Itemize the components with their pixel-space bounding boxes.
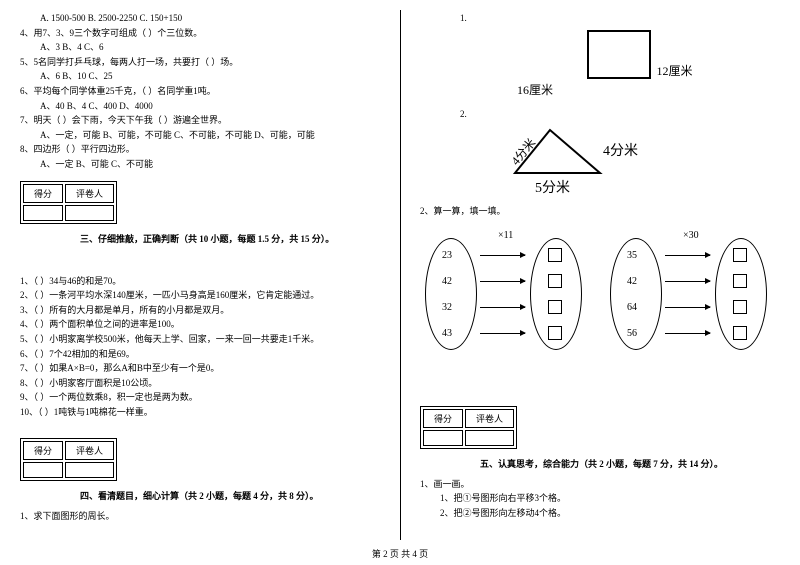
- judge-3: 3、（ ）所有的大月都是单月，所有的小月都是双月。: [20, 304, 380, 317]
- g1-n3: 32: [442, 302, 452, 313]
- section-3-title: 三、仔细推敲，正确判断（共 10 小题，每题 1.5 分，共 15 分）。: [80, 232, 380, 245]
- score-box-3: 得分评卷人: [20, 181, 117, 224]
- fig2-num: 2.: [420, 108, 780, 121]
- page-footer: 第 2 页 共 4 页: [0, 547, 800, 560]
- score-label: 得分: [423, 409, 463, 428]
- judge-7: 7、（ ）如果A×B=0，那么A和B中至少有一个是0。: [20, 362, 380, 375]
- mult-2: ×30: [683, 230, 699, 241]
- q3-options: A. 1500-500 B. 2500-2250 C. 150+150: [20, 12, 380, 25]
- g1-n2: 42: [442, 276, 452, 287]
- rectangle-figure: 12厘米 16厘米: [500, 30, 780, 98]
- grader-label: 评卷人: [465, 409, 514, 428]
- mapping-diagram: 23 42 32 43 ×11 35 42 64 56 ×30: [420, 228, 780, 358]
- score-box-4: 得分评卷人: [20, 438, 117, 481]
- section-4-title: 四、看清题目，细心计算（共 2 小题，每题 4 分，共 8 分）。: [80, 489, 380, 502]
- calc-1: 1、求下面图形的周长。: [20, 510, 380, 523]
- g1-n4: 43: [442, 328, 452, 339]
- judge-4: 4、（ ）两个面积单位之间的进率是100。: [20, 318, 380, 331]
- left-column: A. 1500-500 B. 2500-2250 C. 150+150 4、用7…: [0, 0, 400, 540]
- q6: 6、平均每个同学体重25千克，（ ）名同学重1吨。: [20, 85, 380, 98]
- answer-box: [548, 248, 562, 262]
- g2-n3: 64: [627, 302, 637, 313]
- g2-n4: 56: [627, 328, 637, 339]
- judge-10: 10、（ ）1吨铁与1吨棉花一样重。: [20, 406, 380, 419]
- q4-options: A、3 B、4 C、6: [20, 41, 380, 54]
- q5: 5、5名同学打乒乓球，每两人打一场，共要打（ ）场。: [20, 56, 380, 69]
- calc-2: 2、算一算，填一填。: [420, 205, 780, 218]
- fig1-num: 1.: [420, 12, 780, 25]
- judge-6: 6、（ ）7个42相加的和是69。: [20, 348, 380, 361]
- g2-n2: 42: [627, 276, 637, 287]
- judge-5: 5、（ ）小明家离学校500米，他每天上学、回家，一来一回一共要走1千米。: [20, 333, 380, 346]
- mult-1: ×11: [498, 230, 513, 241]
- draw-1a: 1、把①号图形向右平移3个格。: [420, 492, 780, 505]
- rect-bottom-label: 16厘米: [500, 81, 570, 98]
- q7-options: A、一定，可能 B、可能，不可能 C、不可能，不可能 D、可能，可能: [20, 129, 380, 142]
- answer-box: [548, 300, 562, 314]
- answer-box: [548, 274, 562, 288]
- section-5-title: 五、认真思考，综合能力（共 2 小题，每题 7 分，共 14 分）。: [480, 457, 780, 470]
- g1-n1: 23: [442, 250, 452, 261]
- draw-1: 1、画一画。: [420, 478, 780, 491]
- right-column: 1. 12厘米 16厘米 2. 4分米 4分米 5分米 2、算一算，填一填。 2…: [400, 0, 800, 540]
- tri-bottom-label: 5分米: [535, 177, 570, 197]
- grader-label: 评卷人: [65, 184, 114, 203]
- answer-box: [733, 274, 747, 288]
- judge-2: 2、（ ）一条河平均水深140厘米，一匹小马身高是160厘米，它肯定能通过。: [20, 289, 380, 302]
- q8: 8、四边形（ ）平行四边形。: [20, 143, 380, 156]
- rect-right-label: 12厘米: [656, 62, 692, 79]
- answer-box: [733, 300, 747, 314]
- judge-1: 1、（ ）34与46的和是70。: [20, 275, 380, 288]
- tri-right-label: 4分米: [603, 140, 638, 160]
- g2-n1: 35: [627, 250, 637, 261]
- draw-1b: 2、把②号图形向左移动4个格。: [420, 507, 780, 520]
- q8-options: A、一定 B、可能 C、不可能: [20, 158, 380, 171]
- q4: 4、用7、3、9三个数字可组成（ ）个三位数。: [20, 27, 380, 40]
- q6-options: A、40 B、4 C、400 D、4000: [20, 100, 380, 113]
- judge-9: 9、（ ）一个两位数乘8，积一定也是两为数。: [20, 391, 380, 404]
- answer-box: [733, 326, 747, 340]
- triangle-figure: 4分米 4分米 5分米: [500, 125, 620, 195]
- score-label: 得分: [23, 441, 63, 460]
- q5-options: A、6 B、10 C、25: [20, 70, 380, 83]
- q7: 7、明天（ ）会下雨，今天下午我（ ）游遍全世界。: [20, 114, 380, 127]
- grader-label: 评卷人: [65, 441, 114, 460]
- judge-8: 8、（ ）小明家客厅面积是10公顷。: [20, 377, 380, 390]
- answer-box: [548, 326, 562, 340]
- score-label: 得分: [23, 184, 63, 203]
- score-box-5: 得分评卷人: [420, 406, 517, 449]
- answer-box: [733, 248, 747, 262]
